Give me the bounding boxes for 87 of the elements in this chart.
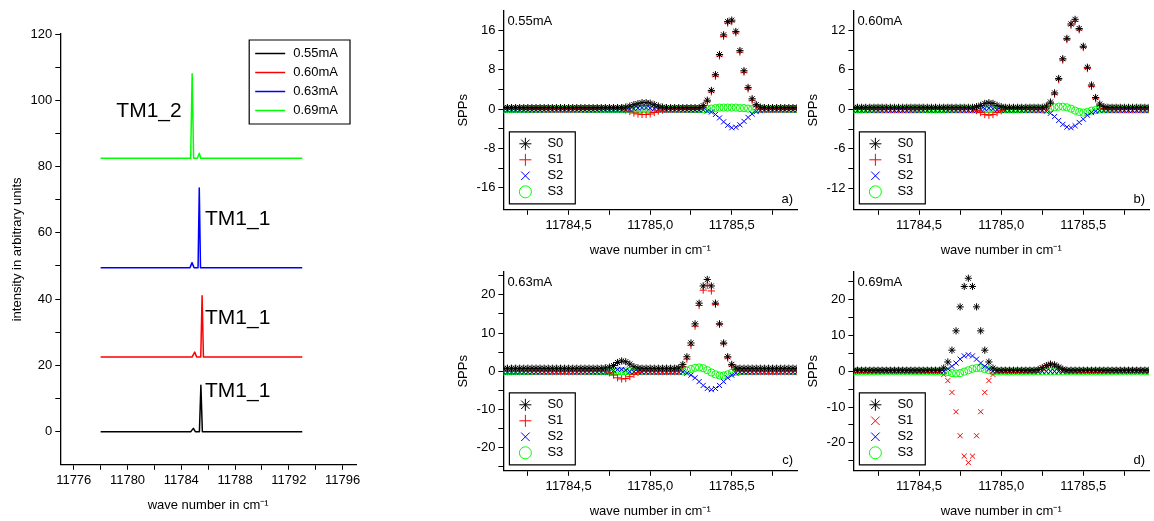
- legend-label: S0: [547, 396, 564, 412]
- y-tick-label: 0: [488, 100, 496, 116]
- legend-label: 0.55mA: [293, 45, 339, 61]
- x-tick-label: 11785,0: [627, 217, 674, 233]
- y-tick-label: -20: [476, 439, 496, 455]
- legend-label: S3: [897, 183, 914, 199]
- x-tick-label: 11784: [163, 472, 199, 488]
- x-axis-title: wave number in cm⁻¹: [588, 502, 712, 518]
- y-tick-label: 12: [830, 22, 846, 38]
- legend-label: S2: [547, 428, 564, 444]
- y-tick-label: 8: [488, 61, 496, 77]
- x-tick-label: 11785,0: [978, 478, 1025, 494]
- x-tick-label: 11785,5: [708, 478, 755, 494]
- x-tick-label: 11785,5: [708, 217, 755, 233]
- y-tick-label: 16: [480, 22, 496, 38]
- x-tick-label: 11784,5: [896, 478, 943, 494]
- y-tick-label: 10: [830, 327, 846, 343]
- legend-label: S2: [897, 167, 914, 183]
- annotation: TM1_2: [116, 98, 182, 123]
- y-axis-title: SPPs: [455, 354, 471, 388]
- y-tick-label: 10: [480, 324, 496, 340]
- legend-label: S3: [897, 444, 914, 460]
- annotation: 0.69mA: [857, 273, 903, 289]
- y-tick-label: 20: [830, 291, 846, 307]
- y-tick-label: 0: [45, 423, 53, 439]
- legend-label: S0: [547, 135, 564, 151]
- y-tick-label: 0: [838, 100, 846, 116]
- legend-label: S2: [547, 167, 564, 183]
- x-tick-label: 11784,5: [896, 217, 943, 233]
- annotation: TM1_1: [205, 206, 271, 231]
- annotation: c): [782, 451, 793, 467]
- y-tick-label: 20: [480, 286, 496, 302]
- y-tick-label: -16: [476, 179, 496, 195]
- y-tick-label: -10: [476, 401, 496, 417]
- x-axis-title: wave number in cm⁻¹: [146, 496, 270, 512]
- y-tick-label: -10: [826, 398, 846, 414]
- y-axis-title: SPPs: [455, 93, 471, 127]
- y-tick-label: 0: [488, 362, 496, 378]
- x-tick-label: 11796: [324, 472, 361, 488]
- x-axis-title: wave number in cm⁻¹: [939, 241, 1063, 257]
- y-tick-label: 40: [37, 290, 53, 306]
- x-tick-label: 11785,0: [627, 478, 674, 494]
- y-tick-label: 60: [37, 224, 53, 240]
- legend-label: 0.69mA: [293, 102, 339, 118]
- y-tick-label: 6: [838, 61, 846, 77]
- legend-label: S1: [547, 151, 564, 167]
- y-tick-label: -12: [826, 179, 846, 195]
- x-axis-title: wave number in cm⁻¹: [939, 502, 1063, 518]
- legend-label: 0.60mA: [293, 64, 339, 80]
- annotation: TM1_1: [205, 305, 271, 330]
- annotation: b): [1133, 190, 1145, 206]
- x-tick-label: 11792: [271, 472, 307, 488]
- y-tick-label: 120: [30, 25, 53, 41]
- y-tick-label: 0: [838, 362, 846, 378]
- x-axis-title: wave number in cm⁻¹: [588, 241, 712, 257]
- y-tick-label: -6: [833, 140, 846, 156]
- y-axis-title: SPPs: [805, 354, 821, 388]
- x-tick-label: 11780: [109, 472, 146, 488]
- y-axis-title: SPPs: [805, 93, 821, 127]
- x-tick-label: 11785,0: [978, 217, 1025, 233]
- annotation: 0.63mA: [507, 273, 553, 289]
- x-tick-label: 11785,5: [1060, 217, 1107, 233]
- annotation: 0.60mA: [857, 12, 903, 28]
- x-tick-label: 11784,5: [545, 217, 592, 233]
- x-tick-label: 11784,5: [545, 478, 592, 494]
- legend-label: S3: [547, 444, 564, 460]
- annotation: 0.55mA: [507, 12, 553, 28]
- legend-label: S0: [897, 396, 914, 412]
- y-tick-label: -20: [826, 434, 846, 450]
- legend-label: S1: [547, 412, 564, 428]
- legend-label: S3: [547, 183, 564, 199]
- legend-label: S2: [897, 428, 914, 444]
- x-tick-label: 11785,5: [1060, 478, 1107, 494]
- x-tick-label: 11788: [217, 472, 253, 488]
- y-axis-title: intensity in arbitrary units: [9, 177, 25, 322]
- legend-label: S1: [897, 412, 914, 428]
- legend-label: 0.63mA: [293, 83, 339, 99]
- annotation: TM1_1: [205, 378, 271, 403]
- y-tick-label: -8: [483, 139, 496, 155]
- legend-label: S0: [897, 135, 914, 151]
- y-tick-label: 20: [37, 356, 53, 372]
- y-tick-label: 80: [37, 158, 53, 174]
- annotation: a): [781, 190, 793, 206]
- y-tick-label: 100: [30, 91, 53, 107]
- x-tick-label: 11776: [56, 472, 92, 488]
- annotation: d): [1133, 451, 1145, 467]
- legend-label: S1: [897, 151, 914, 167]
